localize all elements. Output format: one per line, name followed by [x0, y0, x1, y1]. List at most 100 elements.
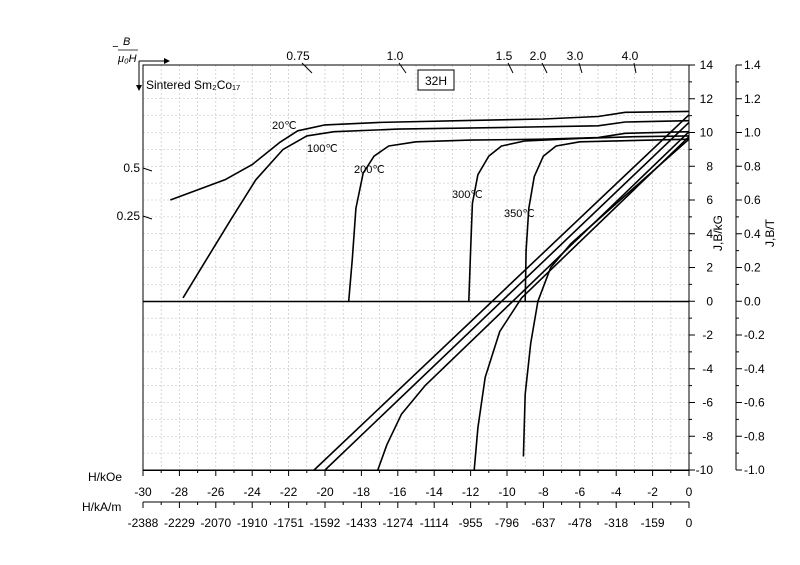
x-tick-label-si: -1114: [420, 516, 449, 530]
x-tick-label-si: -1274: [382, 516, 413, 530]
y-axis-label-t: J,B/T: [763, 218, 777, 247]
curve-j-20: [170, 110, 690, 201]
pc-axis-label: − B μ₀H: [112, 36, 170, 91]
curve-b-20: [313, 114, 690, 471]
pc-tick-left: [142, 215, 153, 220]
curve-j-100: [182, 119, 690, 299]
pc-tick-top: [398, 62, 407, 74]
x-tick-label-oe: -16: [389, 485, 407, 499]
y-tick-label-kg: -10: [696, 463, 714, 477]
x-tick-label-oe: -30: [134, 485, 152, 499]
x-tick-label-oe: 0: [686, 485, 693, 499]
y-tick-label-t: 0.8: [744, 159, 761, 173]
x-tick-label-si: -796: [495, 516, 519, 530]
x-tick-label-oe: -22: [280, 485, 298, 499]
y-tick-label-t: 0.2: [744, 261, 761, 275]
pc-tick-label-top: 0.75: [286, 49, 310, 63]
temp-label-20: 20℃: [272, 120, 297, 132]
x-tick-label-si: -2229: [164, 516, 195, 530]
pc-tick-label-top: 1.0: [387, 49, 404, 63]
pc-tick-top: [507, 62, 514, 74]
pc-tick-label-left: 0.5: [123, 161, 140, 175]
y-tick-label-t: -0.4: [744, 362, 765, 376]
x-tick-label-si: -637: [531, 516, 555, 530]
y-tick-label-kg: -4: [702, 362, 713, 376]
x-axis-label-oe: H/kOe: [88, 470, 122, 484]
x-tick-label-si: -1751: [273, 516, 304, 530]
x-tick-label-oe: -18: [353, 485, 371, 499]
x-tick-label-oe: -8: [538, 485, 549, 499]
x-tick-label-si: 0: [686, 516, 693, 530]
y-tick-label-kg: 2: [706, 261, 713, 275]
pc-tick-label-left: 0.25: [117, 209, 141, 223]
pc-tick-label-top: 2.0: [530, 49, 547, 63]
pc-tick-top: [633, 62, 637, 74]
pc-tick-label-top: 3.0: [567, 49, 584, 63]
x-tick-label-si: -1433: [346, 516, 377, 530]
x-tick-label-si: -478: [568, 516, 592, 530]
y-tick-label-t: -0.2: [744, 328, 765, 342]
pc-tick-top: [301, 62, 313, 74]
y-tick-label-kg: 6: [706, 193, 713, 207]
y-tick-label-kg: 0: [706, 294, 713, 308]
y-tick-label-t: 0.4: [744, 227, 761, 241]
temp-label-350: 350℃: [504, 208, 535, 220]
y-tick-label-kg: 12: [700, 92, 714, 106]
x-tick-label-oe: -2: [647, 485, 658, 499]
curve-b-100: [324, 121, 690, 471]
y-tick-label-kg: -8: [702, 429, 713, 443]
y-tick-label-t: -0.8: [744, 429, 765, 443]
pc-tick-label-top: 1.5: [496, 49, 513, 63]
x-tick-label-oe: -6: [574, 485, 585, 499]
curve-j-200: [347, 130, 690, 302]
axes: -30 -28 -26 -24 -22 -20 -18 -16 -14 -12 -10 -8 -6 -4-…: [117, 49, 765, 530]
pc-tick-top: [578, 62, 583, 74]
y-axis-label-kg: J,B/kG: [711, 215, 725, 251]
y-tick-label-t: -0.6: [744, 396, 765, 410]
y-tick-label-t: 1.2: [744, 92, 761, 106]
svg-text:−: −: [112, 41, 119, 53]
x-tick-label-si: -159: [641, 516, 665, 530]
grid: [143, 65, 689, 470]
x-tick-label-oe: -14: [426, 485, 444, 499]
pc-tick-left: [142, 167, 153, 172]
curve-j-350: [524, 138, 690, 302]
curves: [170, 110, 690, 471]
y-tick-label-t: -1.0: [744, 463, 765, 477]
svg-text:μ₀H: μ₀H: [117, 53, 137, 65]
x-tick-label-oe: -12: [462, 485, 480, 499]
x-tick-label-si: -318: [604, 516, 628, 530]
x-tick-label-oe: -26: [207, 485, 225, 499]
svg-text:B: B: [123, 36, 130, 48]
curve-b-300: [473, 136, 690, 471]
x-tick-label-si: -2388: [128, 516, 159, 530]
y-tick-label-t: 1.4: [744, 58, 761, 72]
x-axis-label-si: H/kA/m: [82, 500, 121, 514]
temp-label-200: 200℃: [354, 164, 385, 176]
chart-title: 32H: [425, 74, 447, 88]
y-tick-label-kg: -6: [702, 396, 713, 410]
pc-tick-top: [541, 62, 548, 74]
y-tick-label-kg: -2: [702, 328, 713, 342]
x-tick-label-oe: -4: [611, 485, 622, 499]
temp-label-300: 300℃: [452, 189, 483, 201]
curve-j-300: [468, 135, 690, 302]
y-tick-label-t: 1.0: [744, 126, 761, 140]
y-tick-label-kg: 4: [706, 227, 713, 241]
temp-label-100: 100℃: [307, 143, 338, 155]
x-tick-label-oe: -28: [171, 485, 189, 499]
curve-b-350: [522, 138, 690, 457]
x-tick-label-oe: -10: [498, 485, 516, 499]
x-tick-label-oe: -24: [244, 485, 262, 499]
material-label: Sintered Sm₂Co₁₇: [146, 78, 240, 92]
y-tick-label-t: 0.0: [744, 294, 761, 308]
y-tick-label-kg: 8: [706, 159, 713, 173]
x-tick-label-si: -1910: [237, 516, 268, 530]
pc-tick-label-top: 4.0: [622, 49, 639, 63]
y-tick-label-kg: 14: [700, 58, 714, 72]
y-tick-label-kg: 10: [700, 126, 714, 140]
curve-b-200: [377, 131, 690, 471]
grade-box: 32H: [417, 69, 455, 91]
y-tick-label-t: 0.6: [744, 193, 761, 207]
